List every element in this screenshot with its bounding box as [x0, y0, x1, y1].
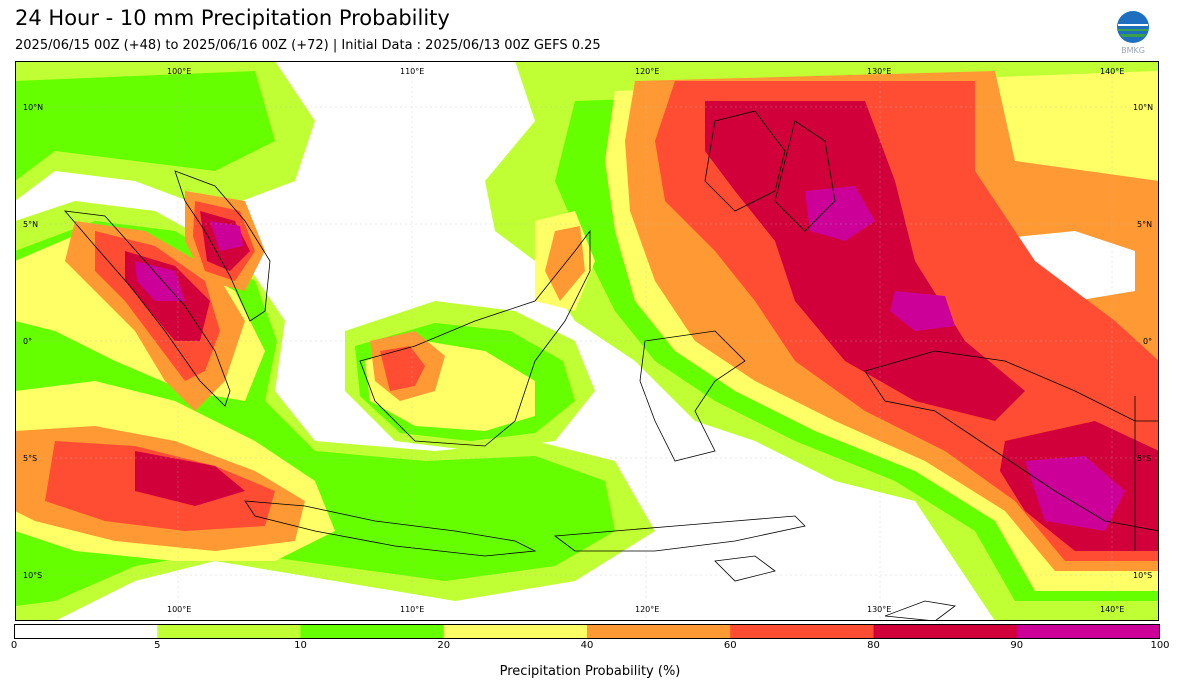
colorbar-tick-label: 10: [294, 640, 307, 651]
colorbar-tick-label: 80: [867, 640, 880, 651]
lat-label-left: 5°N: [23, 220, 38, 229]
lat-label-right: 10°S: [1133, 571, 1152, 580]
lon-label-bottom: 110°E: [400, 605, 424, 614]
probability-fields: [15, 61, 1159, 621]
colorbar-tick-label: 20: [437, 640, 451, 651]
colorbar-segment: [1016, 624, 1161, 639]
lon-label-bottom: 130°E: [867, 605, 891, 614]
colorbar-segment: [14, 624, 158, 639]
colorbar-segment: [730, 624, 874, 639]
lat-label-right: 5°N: [1137, 220, 1152, 229]
graticule: [15, 61, 1159, 621]
lat-label-right: 0°: [1143, 337, 1152, 346]
colorbar-tick-label: 0: [10, 640, 18, 651]
colorbar-tick-label: 90: [1010, 640, 1024, 651]
colorbar: [14, 624, 1161, 639]
colorbar-label: Precipitation Probability (%): [499, 664, 681, 679]
colorbar-tick-label: 100: [1150, 640, 1170, 651]
lat-label-left: 0°: [23, 337, 32, 346]
lat-label-left: 5°S: [23, 454, 37, 463]
colorbar-tick-label: 5: [154, 640, 161, 651]
precipitation-map: 100°E 110°E 120°E 130°E 140°E 100°E 110°…: [15, 61, 1159, 621]
lon-label-top: 100°E: [167, 67, 191, 76]
colorbar-ticks: 0 5 10 20 40 60 80 90 100: [10, 640, 1170, 656]
lon-label-bottom: 140°E: [1100, 605, 1124, 614]
map-title: 24 Hour - 10 mm Precipitation Probabilit…: [15, 6, 450, 30]
lon-label-bottom: 100°E: [167, 605, 191, 614]
colorbar-segment: [443, 624, 588, 639]
lat-label-right: 5°S: [1137, 454, 1151, 463]
coastlines: [64, 110, 1159, 621]
lon-label-top: 110°E: [400, 67, 424, 76]
map-subtitle: 2025/06/15 00Z (+48) to 2025/06/16 00Z (…: [15, 38, 601, 53]
colorbar-tick-label: 60: [723, 640, 737, 651]
lon-label-bottom: 120°E: [635, 605, 659, 614]
lat-label-left: 10°S: [23, 571, 42, 580]
colorbar-segment: [300, 624, 445, 639]
svg-text:BMKG: BMKG: [1121, 46, 1145, 55]
lon-label-top: 120°E: [635, 67, 659, 76]
colorbar-tick-label: 40: [580, 640, 594, 651]
lat-label-left: 10°N: [23, 103, 43, 112]
lon-label-top: 130°E: [867, 67, 891, 76]
colorbar-segment: [587, 624, 731, 639]
bmkg-logo-icon: BMKG: [1114, 10, 1152, 56]
colorbar-segment: [873, 624, 1018, 639]
lat-label-right: 10°N: [1133, 103, 1153, 112]
colorbar-segment: [157, 624, 301, 639]
lon-label-top: 140°E: [1100, 67, 1124, 76]
